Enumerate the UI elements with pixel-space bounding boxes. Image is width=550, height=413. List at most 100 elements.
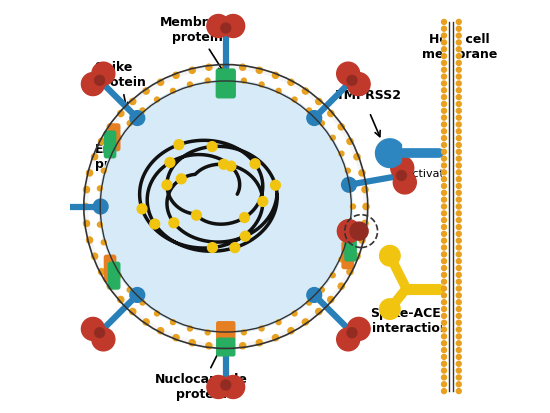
Circle shape [442,40,447,45]
Circle shape [81,318,104,340]
Circle shape [442,382,447,387]
Circle shape [328,297,334,303]
Circle shape [442,334,447,339]
Circle shape [456,81,461,86]
Circle shape [442,33,447,38]
Circle shape [442,135,447,140]
Circle shape [42,202,52,211]
Circle shape [456,163,461,168]
Circle shape [170,320,175,325]
Circle shape [302,88,309,94]
Circle shape [442,300,447,305]
Circle shape [316,309,322,315]
Circle shape [221,380,230,390]
Circle shape [456,115,461,120]
Circle shape [456,259,461,263]
Circle shape [91,253,98,259]
Circle shape [456,108,461,113]
Circle shape [456,313,461,318]
Circle shape [442,204,447,209]
Circle shape [350,222,368,240]
Circle shape [130,287,145,302]
Circle shape [442,115,447,120]
Circle shape [442,47,447,52]
Circle shape [240,64,246,70]
Circle shape [362,187,368,193]
Circle shape [442,54,447,59]
Circle shape [339,257,344,262]
Circle shape [379,299,400,319]
FancyBboxPatch shape [108,124,120,151]
Circle shape [456,293,461,298]
Circle shape [221,23,230,33]
Circle shape [354,253,360,259]
Circle shape [288,79,294,85]
Circle shape [456,33,461,38]
Circle shape [137,204,147,214]
Circle shape [349,222,354,227]
Circle shape [442,252,447,257]
Circle shape [456,306,461,311]
Circle shape [258,197,268,206]
Circle shape [359,237,365,243]
Circle shape [442,108,447,113]
Circle shape [205,78,210,83]
Circle shape [288,328,294,334]
Text: TMPRSS2: TMPRSS2 [337,89,403,102]
Circle shape [442,327,447,332]
Text: Membrane
protein: Membrane protein [160,16,234,71]
Circle shape [456,190,461,195]
Circle shape [456,279,461,284]
Circle shape [241,78,246,83]
Circle shape [397,171,406,180]
Text: Spike
protein: Spike protein [95,61,145,108]
Circle shape [338,124,344,130]
Circle shape [223,77,228,82]
Circle shape [456,54,461,59]
Circle shape [191,210,201,220]
Circle shape [456,60,461,65]
Circle shape [143,88,149,94]
Circle shape [456,231,461,236]
Text: Envelope
protein: Envelope protein [95,143,158,171]
Circle shape [337,62,360,85]
Circle shape [456,368,461,373]
Circle shape [456,150,461,154]
Circle shape [302,319,309,325]
Circle shape [155,311,159,316]
Circle shape [240,343,246,349]
Circle shape [442,218,447,223]
Circle shape [362,220,368,226]
Text: Spike-ACE2
interaction: Spike-ACE2 interaction [371,307,450,335]
Circle shape [34,188,57,211]
Circle shape [97,186,102,191]
Circle shape [320,121,324,126]
Circle shape [337,220,360,242]
Circle shape [442,183,447,188]
Circle shape [456,122,461,127]
Circle shape [177,174,186,184]
Circle shape [127,121,132,126]
Circle shape [205,330,210,335]
FancyBboxPatch shape [342,242,353,268]
Circle shape [345,240,350,245]
Circle shape [456,218,461,223]
Circle shape [349,186,354,191]
Circle shape [223,331,228,336]
Circle shape [188,82,192,87]
Circle shape [456,286,461,291]
Circle shape [359,170,365,176]
Circle shape [442,170,447,175]
Circle shape [207,14,230,38]
Circle shape [350,204,355,209]
Text: Activation: Activation [406,169,462,179]
Circle shape [337,328,360,351]
Circle shape [82,204,89,209]
Circle shape [456,225,461,230]
Circle shape [456,334,461,339]
Circle shape [456,327,461,332]
Circle shape [456,273,461,278]
Circle shape [442,231,447,236]
Circle shape [456,320,461,325]
FancyBboxPatch shape [345,234,356,261]
